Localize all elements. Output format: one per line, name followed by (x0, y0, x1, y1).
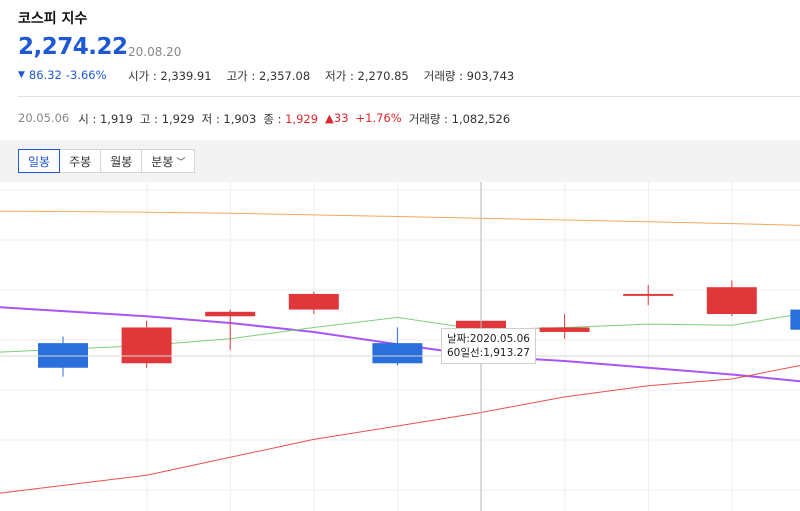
candle-open: 시 : 1,919 (78, 112, 133, 126)
candle-body (288, 293, 339, 310)
candle-change: ▲33 (325, 111, 349, 125)
divider (18, 96, 800, 97)
high-stat: 고가 : 2,357.08 (226, 69, 311, 83)
tooltip-ma: 60일선: 1,913.27 (447, 347, 530, 359)
chevron-down-icon: ﹀ (176, 157, 186, 168)
candle-body (205, 311, 256, 317)
open-stat: 시가 : 2,339.91 (128, 69, 212, 83)
candle-body (121, 327, 172, 364)
candle-body (372, 343, 423, 364)
volume-stat: 거래량 : 903,743 (423, 69, 515, 83)
ma-line-2 (0, 313, 800, 353)
candle-body (38, 343, 88, 368)
low-stat: 저가 : 2,270.85 (325, 69, 409, 83)
change-value: 86.32 (28, 68, 62, 82)
candle-info: 20.05.06 시 : 1,919 고 : 1,929 저 : 1,903 종… (18, 111, 510, 127)
ma-line-0 (0, 210, 800, 226)
candle-body (790, 309, 800, 330)
tooltip-date: 날짜: 2020.05.06 (447, 333, 530, 345)
candle-body (706, 287, 757, 315)
candle-body (623, 293, 674, 296)
period-tabs: 일봉 주봉 월봉 분봉 ﹀ (18, 149, 196, 173)
candle-volume: 거래량 : 1,082,526 (408, 112, 511, 126)
down-arrow-icon: ▼ (18, 70, 25, 80)
price-date: 20.08.20 (128, 45, 182, 59)
page-title: 코스피 지수 (18, 11, 88, 27)
candle-date: 20.05.06 (18, 111, 70, 125)
tab-weekly[interactable]: 주봉 (59, 149, 102, 173)
chart-tooltip: 날짜: 2020.05.06 60일선: 1,913.27 (441, 328, 536, 364)
candle-body (539, 327, 590, 332)
change-percent: -3.66% (65, 68, 107, 82)
candlestick-chart[interactable] (0, 182, 800, 511)
chart-toolbar: 일봉 주봉 월봉 분봉 ﹀ (0, 140, 800, 182)
tab-minute[interactable]: 분봉 ﹀ (141, 149, 196, 173)
price-change: ▼ 86.32 -3.66% (18, 68, 107, 82)
current-price: 2,274.22 (18, 34, 128, 60)
candle-close: 종 : 1,929 (263, 112, 319, 126)
candle-change-percent: +1.76% (355, 111, 402, 125)
tab-monthly[interactable]: 월봉 (100, 149, 143, 173)
tab-daily[interactable]: 일봉 (18, 149, 61, 173)
price-stats: 시가 : 2,339.91 고가 : 2,357.08 저가 : 2,270.8… (128, 68, 514, 84)
ma-line-1 (0, 306, 800, 383)
candle-high: 고 : 1,929 (139, 112, 195, 126)
ma-line-3 (0, 365, 800, 494)
candle-low: 저 : 1,903 (201, 112, 257, 126)
